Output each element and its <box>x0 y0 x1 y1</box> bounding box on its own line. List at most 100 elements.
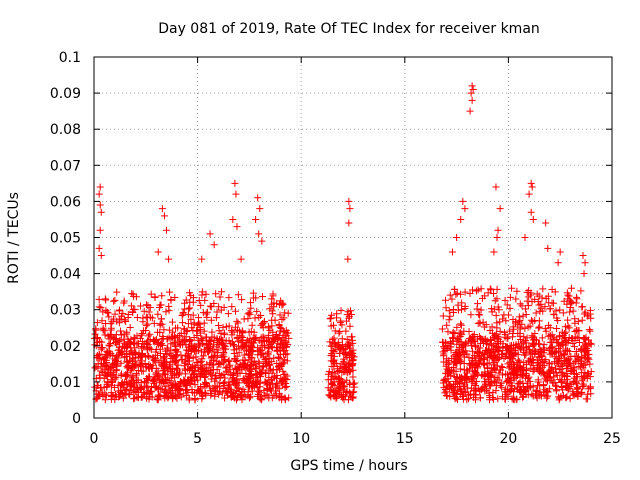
data-point <box>556 394 564 402</box>
data-point <box>222 387 230 395</box>
data-point <box>225 363 233 371</box>
data-point <box>519 363 527 371</box>
data-point <box>476 394 484 402</box>
data-point <box>270 303 278 311</box>
data-point <box>518 372 526 380</box>
data-point <box>525 293 533 301</box>
data-point <box>527 208 535 216</box>
data-point <box>503 391 511 399</box>
data-point <box>457 215 465 223</box>
data-point <box>573 384 581 392</box>
data-point <box>237 361 245 369</box>
data-point <box>199 337 207 345</box>
data-point <box>521 324 529 332</box>
data-point <box>228 338 236 346</box>
data-point <box>457 390 465 398</box>
data-point <box>91 383 99 391</box>
data-point <box>186 298 194 306</box>
data-point <box>186 357 194 365</box>
data-point <box>281 309 289 317</box>
data-point <box>532 390 540 398</box>
data-point <box>438 325 446 333</box>
data-point <box>582 353 590 361</box>
data-point <box>556 248 564 256</box>
data-point <box>103 308 111 316</box>
data-point <box>465 354 473 362</box>
data-point <box>207 316 215 324</box>
data-point <box>109 391 117 399</box>
data-point <box>130 395 138 403</box>
data-point <box>350 353 358 361</box>
data-point <box>145 308 153 316</box>
data-point <box>347 307 355 315</box>
data-point <box>246 362 254 370</box>
data-point <box>102 362 110 370</box>
data-point <box>458 387 466 395</box>
data-point <box>207 354 215 362</box>
data-point <box>186 335 194 343</box>
data-point <box>97 360 105 368</box>
data-point <box>213 366 221 374</box>
data-point <box>509 323 517 331</box>
chart-title: Day 081 of 2019, Rate Of TEC Index for r… <box>158 21 540 37</box>
data-point <box>512 295 520 303</box>
data-point <box>529 342 537 350</box>
data-point <box>516 387 524 395</box>
data-point <box>236 332 244 340</box>
data-point <box>342 327 350 335</box>
data-point <box>465 327 473 335</box>
data-point <box>160 388 168 396</box>
data-point <box>165 302 173 310</box>
data-point <box>238 296 246 304</box>
data-point <box>536 340 544 348</box>
data-point <box>513 287 521 295</box>
data-point <box>141 359 149 367</box>
data-point <box>487 286 495 294</box>
data-point <box>508 395 516 403</box>
data-point <box>480 323 488 331</box>
data-point <box>244 390 252 398</box>
data-point <box>267 376 275 384</box>
data-point <box>233 378 241 386</box>
data-point <box>143 346 151 354</box>
data-point <box>198 255 206 263</box>
data-point <box>176 341 184 349</box>
data-point <box>184 320 192 328</box>
data-point <box>328 350 336 358</box>
data-point <box>143 301 151 309</box>
data-point <box>231 179 239 187</box>
data-point <box>97 208 105 216</box>
data-point <box>499 364 507 372</box>
data-point <box>275 392 283 400</box>
data-point <box>162 392 170 400</box>
data-point <box>177 351 185 359</box>
data-point <box>266 384 274 392</box>
data-point <box>531 295 539 303</box>
data-point <box>439 352 447 360</box>
data-point <box>478 385 486 393</box>
data-point <box>450 372 458 380</box>
data-point <box>134 376 142 384</box>
data-point <box>232 307 240 315</box>
data-point <box>327 342 335 350</box>
data-point <box>342 350 350 358</box>
data-point <box>269 366 277 374</box>
data-point <box>91 341 99 349</box>
data-point <box>225 294 233 302</box>
data-point <box>550 311 558 319</box>
data-point <box>284 329 292 337</box>
data-point <box>494 303 502 311</box>
data-point <box>527 383 535 391</box>
data-point <box>544 332 552 340</box>
data-point <box>344 255 352 263</box>
data-point <box>325 391 333 399</box>
data-point <box>219 379 227 387</box>
data-point <box>453 289 461 297</box>
data-point <box>453 234 461 241</box>
data-point <box>158 335 166 343</box>
data-point <box>454 335 462 343</box>
x-tick-label: 10 <box>292 431 310 447</box>
data-point <box>523 297 531 305</box>
data-point <box>478 294 486 302</box>
data-point <box>567 367 575 375</box>
